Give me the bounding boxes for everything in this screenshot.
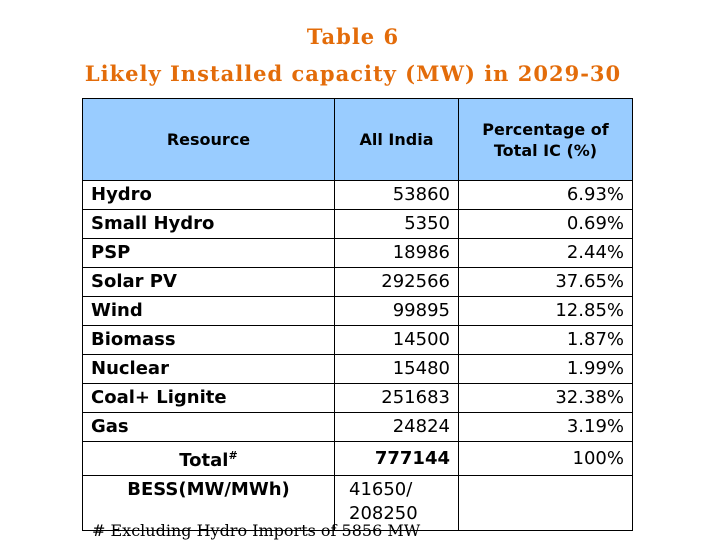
header-all-india: All India — [334, 98, 459, 181]
header-row: Resource All India Percentage of Total I… — [82, 98, 633, 181]
resource-cell: Biomass — [82, 325, 335, 355]
percentage-cell: 1.99% — [458, 354, 633, 384]
all-india-cell: 18986 — [334, 238, 459, 268]
all-india-cell: 251683 — [334, 383, 459, 413]
table-row: Wind 99895 12.85% — [82, 296, 633, 326]
table-row: Gas 24824 3.19% — [82, 412, 633, 442]
all-india-cell: 292566 — [334, 267, 459, 297]
all-india-cell: 24824 — [334, 412, 459, 442]
all-india-cell: 15480 — [334, 354, 459, 384]
bess-row: BESS(MW/MWh) 41650/ 208250 — [82, 475, 633, 531]
percentage-cell: 2.44% — [458, 238, 633, 268]
resource-cell: Wind — [82, 296, 335, 326]
percentage-cell: 6.93% — [458, 180, 633, 210]
capacity-table: Resource All India Percentage of Total I… — [82, 98, 633, 531]
total-all-india: 777144 — [334, 441, 459, 476]
total-label: Total# — [82, 441, 335, 476]
header-resource: Resource — [82, 98, 335, 181]
percentage-cell: 0.69% — [458, 209, 633, 239]
percentage-cell: 37.65% — [458, 267, 633, 297]
resource-cell: PSP — [82, 238, 335, 268]
resource-cell: Nuclear — [82, 354, 335, 384]
percentage-cell: 32.38% — [458, 383, 633, 413]
all-india-cell: 5350 — [334, 209, 459, 239]
resource-cell: Solar PV — [82, 267, 335, 297]
percentage-cell: 12.85% — [458, 296, 633, 326]
resource-cell: Hydro — [82, 180, 335, 210]
all-india-cell: 99895 — [334, 296, 459, 326]
all-india-cell: 14500 — [334, 325, 459, 355]
table-row: PSP 18986 2.44% — [82, 238, 633, 268]
total-row: Total# 777144 100% — [82, 441, 633, 476]
table-number: Table 6 — [306, 24, 400, 49]
resource-cell: Gas — [82, 412, 335, 442]
bess-all-india: 41650/ 208250 — [334, 475, 459, 531]
resource-cell: Small Hydro — [82, 209, 335, 239]
resource-cell: Coal+ Lignite — [82, 383, 335, 413]
table-row: Hydro 53860 6.93% — [82, 180, 633, 210]
bess-percentage — [458, 475, 633, 531]
total-percentage: 100% — [458, 441, 633, 476]
bess-label: BESS(MW/MWh) — [82, 475, 335, 531]
total-footnote-marker: # — [228, 449, 238, 462]
percentage-cell: 1.87% — [458, 325, 633, 355]
footnote: # Excluding Hydro Imports of 5856 MW — [92, 521, 421, 540]
table-row: Nuclear 15480 1.99% — [82, 354, 633, 384]
all-india-cell: 53860 — [334, 180, 459, 210]
table-row: Coal+ Lignite 251683 32.38% — [82, 383, 633, 413]
percentage-cell: 3.19% — [458, 412, 633, 442]
table-row: Small Hydro 5350 0.69% — [82, 209, 633, 239]
table-title: Likely Installed capacity (MW) in 2029-3… — [84, 61, 622, 86]
table-row: Biomass 14500 1.87% — [82, 325, 633, 355]
header-percentage: Percentage of Total IC (%) — [458, 98, 633, 181]
table-row: Solar PV 292566 37.65% — [82, 267, 633, 297]
